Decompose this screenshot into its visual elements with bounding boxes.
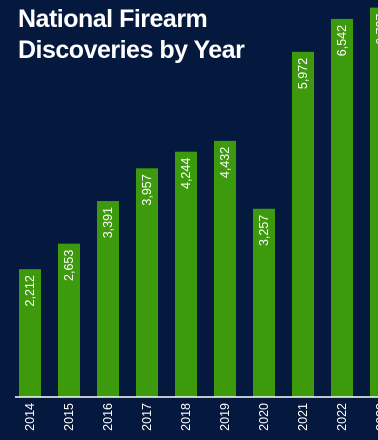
- x-tick-label-2021: 2021: [296, 403, 310, 431]
- bar-2015: [58, 243, 80, 397]
- bar-2023: [370, 7, 378, 398]
- x-tick-label-2016: 2016: [101, 403, 115, 431]
- bar-2014: [19, 269, 41, 397]
- x-tick-label-2019: 2019: [218, 403, 232, 431]
- chart-title: National Firearm Discoveries by Year: [18, 4, 245, 66]
- bar-2022: [331, 18, 353, 397]
- value-label-2023: 6,737: [374, 14, 378, 45]
- x-tick-label-2017: 2017: [140, 403, 154, 431]
- value-label-2021: 5,972: [296, 58, 310, 89]
- bar-2017: [136, 168, 158, 397]
- chart-title-line-1: National Firearm: [18, 5, 208, 33]
- value-label-2015: 2,653: [62, 250, 76, 281]
- value-label-2016: 3,391: [101, 207, 115, 238]
- value-label-2020: 3,257: [257, 215, 271, 246]
- x-tick-label-2018: 2018: [179, 403, 193, 431]
- bar-2021: [292, 51, 314, 398]
- value-label-2018: 4,244: [179, 158, 193, 189]
- x-tick-label-2015: 2015: [62, 403, 76, 431]
- x-tick-label-2023: 2023: [374, 403, 378, 431]
- value-label-2022: 6,542: [335, 25, 349, 56]
- x-tick-label-2020: 2020: [257, 403, 271, 431]
- bar-2018: [175, 151, 197, 397]
- value-label-2019: 4,432: [218, 147, 232, 178]
- x-tick-label-2014: 2014: [23, 403, 37, 431]
- value-label-2014: 2,212: [23, 275, 37, 306]
- value-label-2017: 3,957: [140, 174, 154, 205]
- bar-2019: [214, 140, 236, 397]
- bar-2020: [253, 208, 275, 397]
- chart-title-line-2: Discoveries by Year: [18, 36, 245, 64]
- x-tick-label-2022: 2022: [335, 403, 349, 431]
- bar-2016: [97, 201, 119, 397]
